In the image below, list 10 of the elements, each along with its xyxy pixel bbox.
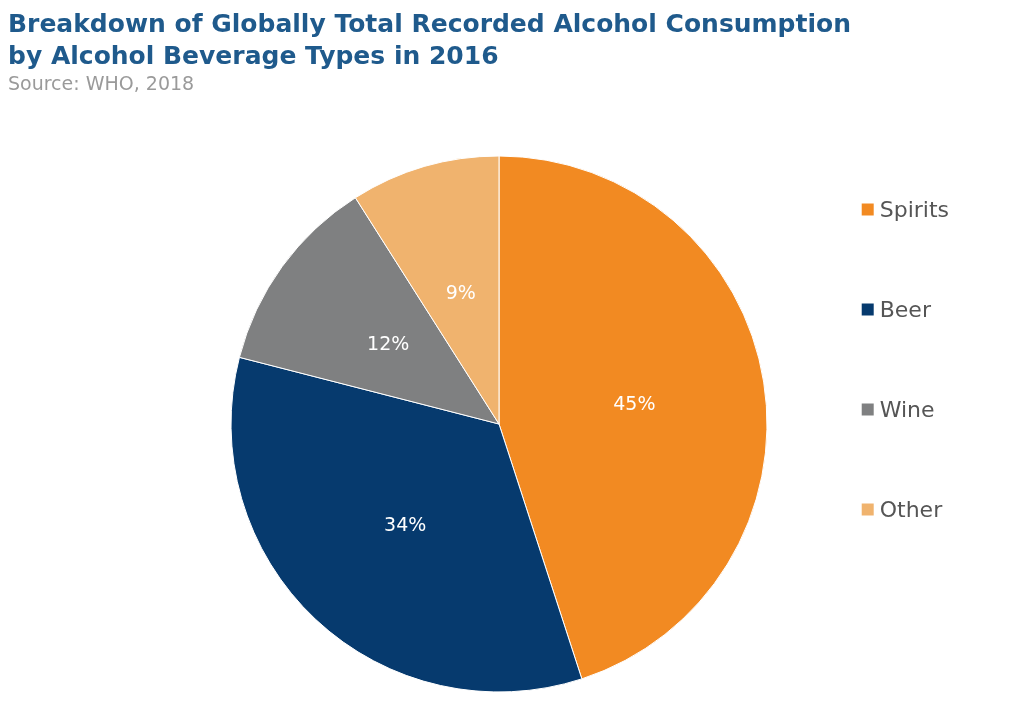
data-label: 9%	[445, 281, 476, 304]
legend-label: Beer	[879, 297, 932, 322]
legend-label: Other	[879, 497, 944, 522]
legend-label: Spirits	[879, 197, 950, 222]
data-label: 34%	[384, 512, 427, 535]
chart-title: Breakdown of Globally Total Recorded Alcohol Consumption by Alcohol Beverage Types in 2016	[8, 8, 852, 70]
source-note: Source: WHO, 2018	[8, 71, 195, 94]
data-label: 12%	[367, 332, 410, 355]
legend-label: Wine	[879, 397, 935, 422]
data-label: 45%	[613, 391, 656, 414]
